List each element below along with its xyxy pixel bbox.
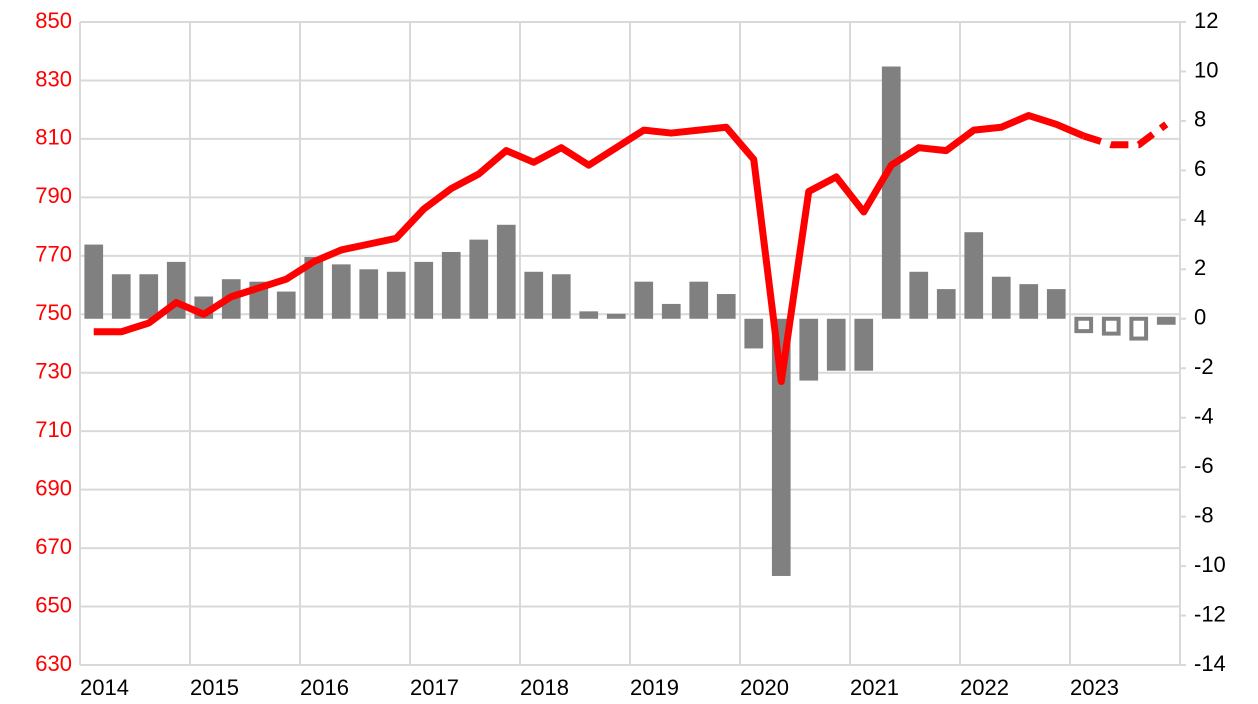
y-tick-label: 810: [35, 125, 72, 150]
y2-tick-label: 12: [1194, 8, 1218, 33]
y-tick-label: 650: [35, 592, 72, 617]
y-tick-label: 790: [35, 183, 72, 208]
bar: [276, 291, 296, 319]
y-tick-label: 710: [35, 417, 72, 442]
bar: [661, 303, 681, 319]
y2-tick-label: 2: [1194, 255, 1206, 280]
x-tick-label: 2015: [190, 675, 239, 700]
bar: [881, 66, 901, 319]
x-tick-label: 2021: [850, 675, 899, 700]
line-series: [1082, 121, 1169, 149]
x-tick-label: 2019: [630, 675, 679, 700]
bar: [359, 269, 379, 319]
x-tick-label: 2018: [520, 675, 569, 700]
bar: [936, 289, 956, 319]
bar: [386, 271, 406, 319]
bar: [716, 294, 736, 319]
bar: [744, 318, 764, 349]
bar: [524, 271, 544, 319]
bar: [1046, 289, 1066, 319]
bar: [579, 311, 599, 319]
y2-tick-label: 10: [1194, 57, 1218, 82]
bar: [441, 251, 461, 319]
y-tick-label: 830: [35, 66, 72, 91]
x-tick-label: 2014: [80, 675, 129, 700]
y2-tick-label: -12: [1194, 601, 1226, 626]
x-tick-label: 2017: [410, 675, 459, 700]
bar: [799, 318, 819, 381]
bar: [634, 281, 654, 319]
bar: [1019, 284, 1039, 319]
bar: [964, 232, 984, 319]
y2-tick-label: -14: [1194, 651, 1226, 676]
bar: [1156, 316, 1176, 325]
bar: [1074, 316, 1094, 334]
y-tick-label: 850: [35, 8, 72, 33]
bar: [909, 271, 929, 319]
bar: [771, 318, 791, 576]
x-tick-label: 2022: [960, 675, 1009, 700]
y-tick-label: 770: [35, 242, 72, 267]
bar: [551, 274, 571, 319]
y-tick-label: 730: [35, 359, 72, 384]
y2-tick-label: -2: [1194, 354, 1214, 379]
bar: [1101, 316, 1121, 336]
y-tick-label: 630: [35, 651, 72, 676]
bar: [469, 239, 489, 319]
y2-tick-label: 0: [1194, 305, 1206, 330]
bar: [1129, 316, 1149, 341]
bar: [689, 281, 709, 319]
line-series: [93, 112, 1086, 385]
x-tick-label: 2020: [740, 675, 789, 700]
y2-tick-label: -6: [1194, 453, 1214, 478]
y-tick-label: 670: [35, 534, 72, 559]
bar: [84, 244, 104, 319]
bar: [496, 224, 516, 319]
bar: [111, 274, 131, 319]
y-tick-label: 750: [35, 300, 72, 325]
bar: [991, 276, 1011, 319]
x-tick-label: 2023: [1070, 675, 1119, 700]
bar: [139, 274, 159, 319]
bar: [304, 256, 324, 319]
bar: [606, 313, 626, 319]
y2-tick-label: -8: [1194, 502, 1214, 527]
y2-tick-label: -10: [1194, 552, 1226, 577]
y-tick-label: 690: [35, 475, 72, 500]
x-tick-label: 2016: [300, 675, 349, 700]
bar: [826, 318, 846, 371]
bar: [854, 318, 874, 371]
bar: [414, 261, 434, 319]
bar: [331, 264, 351, 319]
y2-tick-label: 6: [1194, 156, 1206, 181]
y2-tick-label: 4: [1194, 206, 1206, 231]
y2-tick-label: 8: [1194, 107, 1206, 132]
y2-tick-label: -4: [1194, 404, 1214, 429]
